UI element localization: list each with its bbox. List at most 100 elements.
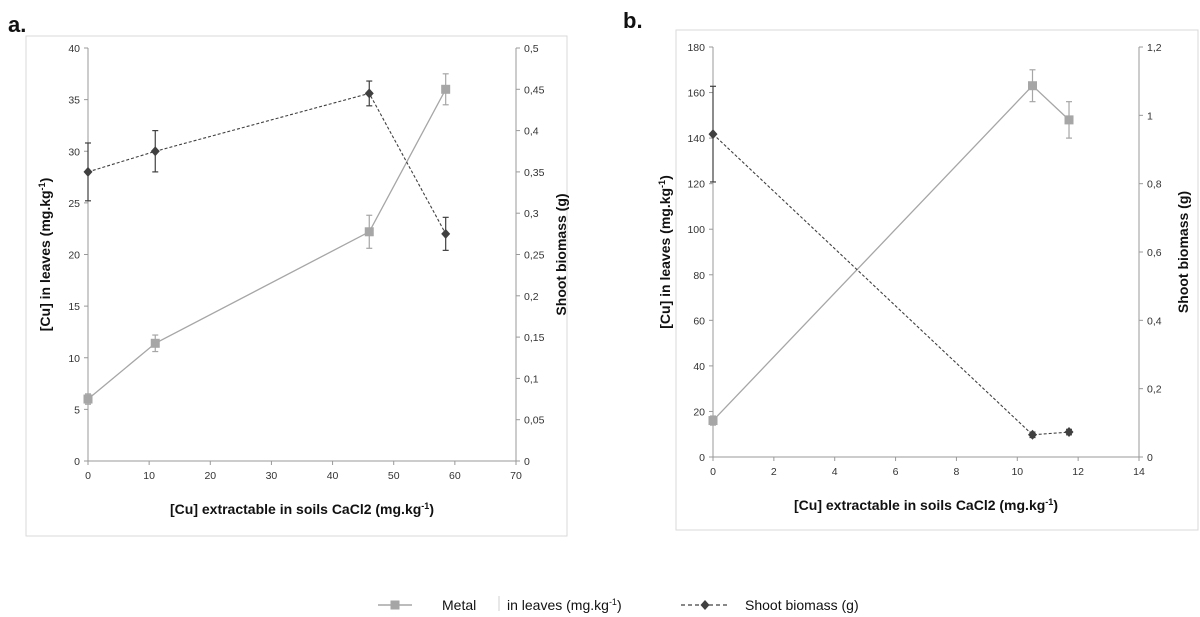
x-axis-title: [Cu] extractable in soils CaCl2 (mg.kg-1… <box>794 497 1058 513</box>
y-right-axis-title: Shoot biomass (g) <box>1175 191 1191 313</box>
y-left-tick-label: 15 <box>68 301 80 313</box>
x-tick-label: 12 <box>1072 466 1084 478</box>
series-metal-line <box>712 84 1070 422</box>
y-left-axis-title: [Cu] in leaves (mg.kg-1) <box>657 175 673 329</box>
series-biomass-line <box>87 92 447 235</box>
y-right-axis-title: Shoot biomass (g) <box>553 193 569 315</box>
series-metal-point <box>1064 115 1074 125</box>
y-left-axis-title-main: [Cu] in leaves (mg.kg <box>37 190 53 331</box>
y-left-tick-label: 80 <box>693 270 705 282</box>
series-biomass <box>83 80 451 251</box>
series-metal-line <box>87 88 447 400</box>
y-right-tick-label: 0,2 <box>1147 384 1162 396</box>
x-tick-label: 20 <box>204 470 216 482</box>
y-right-tick-label: 0,05 <box>524 415 545 427</box>
y-right-tick-label: 1,2 <box>1147 42 1162 54</box>
y-left-axis-title-sup: -1 <box>37 182 47 190</box>
y-left-tick-label: 160 <box>687 88 705 100</box>
y-right-tick-label: 1 <box>1147 110 1153 122</box>
legend: Metal in leaves (mg.kg-1) Shoot biomass (g… <box>378 596 859 613</box>
y-left-tick-label: 10 <box>68 353 80 365</box>
y-left-tick-label: 140 <box>687 133 705 145</box>
y-left-tick-label: 30 <box>68 146 80 158</box>
x-axis-title-close: ) <box>1053 497 1058 513</box>
y-right-tick-label: 0,25 <box>524 250 545 262</box>
series-biomass <box>708 85 1074 440</box>
x-axis-title-main: [Cu] extractable in soils CaCl2 (mg.kg <box>170 501 421 517</box>
y-left-tick-label: 25 <box>68 198 80 210</box>
y-left-tick-label: 40 <box>68 43 80 55</box>
panel-label: a. <box>8 12 26 37</box>
series-metal-point <box>708 416 718 426</box>
chart-frame <box>675 29 1199 531</box>
y-right-tick-label: 0,2 <box>524 291 539 303</box>
x-axis-title-sup: -1 <box>421 501 429 511</box>
x-axis-title: [Cu] extractable in soils CaCl2 (mg.kg-1… <box>170 501 434 517</box>
legend-metal-prefix: Metal <box>442 597 476 613</box>
y-left-tick-label: 5 <box>74 404 80 416</box>
y-right-tick-label: 0,45 <box>524 84 545 96</box>
x-tick-label: 0 <box>85 470 91 482</box>
x-tick-label: 10 <box>143 470 155 482</box>
x-tick-label: 60 <box>449 470 461 482</box>
legend-metal-label: in leaves (mg.kg-1) <box>507 597 622 613</box>
legend-biomass-label: Shoot biomass (g) <box>745 597 859 613</box>
y-right-tick-label: 0,3 <box>524 208 539 220</box>
legend-metal-close: ) <box>617 597 622 613</box>
series-biomass-point <box>441 228 451 239</box>
y-left-axis-title: [Cu] in leaves (mg.kg-1) <box>37 178 53 332</box>
y-right-tick-label: 0,4 <box>1147 315 1162 327</box>
series-biomass-point <box>708 129 718 140</box>
series-metal-point <box>364 227 374 237</box>
legend-biomass-marker <box>700 600 710 610</box>
x-axis-title-main: [Cu] extractable in soils CaCl2 (mg.kg <box>794 497 1045 513</box>
y-left-axis-title-sup: -1 <box>657 180 667 188</box>
y-left-axis-title-close: ) <box>37 178 53 183</box>
series-metal-point <box>441 84 451 94</box>
x-tick-label: 10 <box>1011 466 1023 478</box>
x-tick-label: 30 <box>266 470 278 482</box>
legend-metal-marker <box>390 600 400 610</box>
series-biomass-point <box>1064 427 1074 438</box>
series-biomass-point <box>83 166 93 177</box>
y-right-tick-label: 0,8 <box>1147 179 1162 191</box>
chart-panel-b: b.0 2 4 6 8 10 12 1402040608010012014016018000,… <box>623 8 1199 531</box>
y-left-axis-title-main: [Cu] in leaves (mg.kg <box>657 188 673 329</box>
series-biomass-point <box>150 146 160 157</box>
series-metal-point <box>83 394 93 404</box>
y-left-tick-label: 20 <box>693 406 705 418</box>
y-left-tick-label: 35 <box>68 95 80 107</box>
y-right-tick-label: 0,15 <box>524 332 545 344</box>
series-biomass-point <box>364 88 374 99</box>
x-tick-label: 4 <box>832 466 838 478</box>
y-left-tick-label: 100 <box>687 224 705 236</box>
y-left-tick-label: 20 <box>68 250 80 262</box>
series-metal <box>708 69 1074 426</box>
y-left-tick-label: 0 <box>74 456 80 468</box>
y-left-tick-label: 180 <box>687 42 705 54</box>
legend-metal-sup: -1 <box>609 597 617 607</box>
y-right-tick-label: 0,5 <box>524 43 539 55</box>
x-tick-label: 2 <box>771 466 777 478</box>
y-right-tick-label: 0,1 <box>524 373 539 385</box>
series-biomass-line <box>712 133 1070 436</box>
y-right-tick-label: 0 <box>524 456 530 468</box>
x-tick-label: 50 <box>388 470 400 482</box>
y-right-tick-label: 0,35 <box>524 167 545 179</box>
series-metal <box>83 73 451 405</box>
y-right-tick-label: 0,4 <box>524 126 539 138</box>
legend-metal-text: in leaves (mg.kg <box>507 597 609 613</box>
x-tick-label: 40 <box>327 470 339 482</box>
x-tick-label: 14 <box>1133 466 1145 478</box>
chart-panel-a: a.0 10 20 30 40 50 60 70051015202530354000,050,… <box>8 12 569 537</box>
y-right-tick-label: 0 <box>1147 452 1153 464</box>
panel-label: b. <box>623 8 643 33</box>
x-axis-title-close: ) <box>429 501 434 517</box>
series-metal-point <box>1028 81 1037 91</box>
x-tick-label: 6 <box>893 466 899 478</box>
chart-frame <box>25 35 568 537</box>
y-left-tick-label: 0 <box>699 452 705 464</box>
y-right-tick-label: 0,6 <box>1147 247 1162 259</box>
y-left-tick-label: 120 <box>687 179 705 191</box>
